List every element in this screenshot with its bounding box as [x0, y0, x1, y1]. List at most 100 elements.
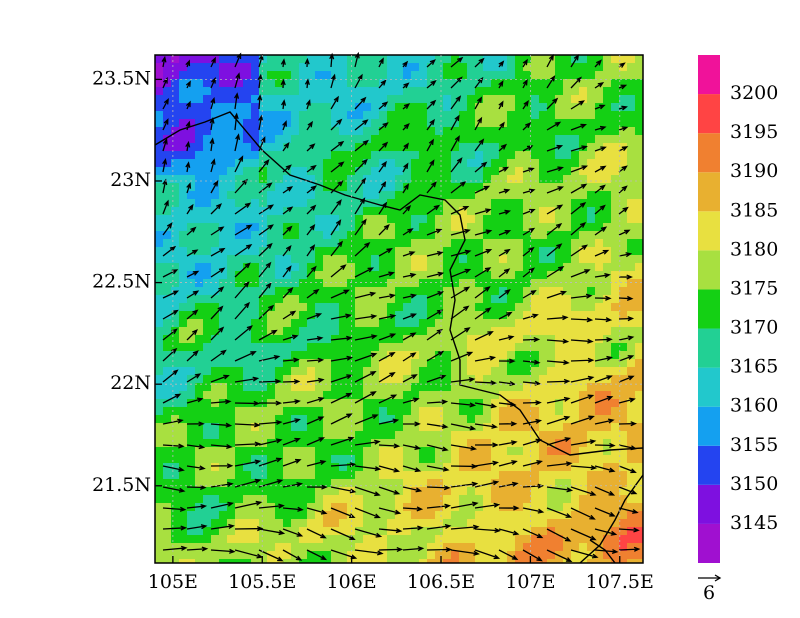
field-cell — [395, 71, 403, 79]
field-cell — [195, 519, 203, 527]
field-cell — [227, 191, 235, 199]
field-cell — [243, 263, 251, 271]
field-cell — [635, 543, 643, 551]
field-cell — [403, 199, 411, 207]
field-cell — [395, 295, 403, 303]
wind-vector — [474, 380, 497, 386]
colorbar: 3145315031553160316531703175318031853190… — [698, 55, 778, 563]
wind-vector — [162, 418, 184, 425]
field-cell — [411, 55, 419, 63]
field-cell — [435, 351, 443, 359]
x-tick-label: 107.5E — [586, 571, 654, 593]
field-cell — [251, 543, 259, 551]
wind-vector — [330, 335, 353, 341]
field-cell — [395, 55, 403, 63]
field-cell — [171, 79, 179, 87]
wind-vector — [258, 457, 283, 467]
field-cell — [211, 367, 219, 375]
field-cell — [419, 359, 427, 367]
field-cell — [523, 559, 531, 563]
field-cell — [579, 503, 587, 511]
field-cell — [387, 79, 395, 87]
field-cell — [451, 431, 459, 439]
field-cell — [155, 271, 163, 279]
field-cell — [427, 199, 435, 207]
field-cell — [475, 263, 483, 271]
field-cell — [491, 327, 499, 335]
wind-vector — [546, 549, 573, 562]
field-cell — [243, 255, 251, 263]
field-cell — [267, 535, 275, 543]
field-cell — [595, 127, 603, 135]
field-cell — [283, 455, 291, 463]
field-cell — [203, 559, 211, 563]
field-cell — [467, 255, 475, 263]
field-cell — [387, 263, 395, 271]
field-cell — [483, 135, 491, 143]
field-cell — [635, 383, 643, 391]
field-cell — [323, 263, 331, 271]
field-cell — [315, 215, 323, 223]
field-cell — [619, 487, 627, 495]
field-cell — [163, 127, 171, 135]
field-cell — [339, 191, 347, 199]
field-cell — [619, 511, 627, 519]
wind-vector — [594, 146, 607, 152]
wind-vector — [426, 159, 435, 173]
field-cell — [347, 79, 355, 87]
field-cell — [251, 455, 259, 463]
field-cell — [603, 479, 611, 487]
field-cell — [219, 447, 227, 455]
field-cell — [347, 135, 355, 143]
field-cell — [323, 367, 331, 375]
field-cell — [243, 79, 251, 87]
field-cell — [203, 135, 211, 143]
field-cell — [451, 391, 459, 399]
field-cell — [171, 263, 179, 271]
field-cell — [299, 287, 307, 295]
field-cell — [627, 303, 635, 311]
wind-vector — [209, 137, 215, 152]
field-cell — [323, 343, 331, 351]
field-cell — [171, 431, 179, 439]
field-cell — [483, 63, 491, 71]
field-cell — [395, 407, 403, 415]
field-cell — [475, 367, 483, 375]
wind-vector — [618, 229, 631, 236]
field-cell — [595, 119, 603, 127]
field-cell — [291, 63, 299, 71]
field-cell — [595, 319, 603, 327]
field-cell — [571, 383, 579, 391]
field-cell — [555, 495, 563, 503]
field-cell — [203, 103, 211, 111]
field-cell — [419, 415, 427, 423]
field-cell — [203, 95, 211, 103]
field-cell — [355, 63, 363, 71]
field-cell — [427, 111, 435, 119]
field-cell — [555, 207, 563, 215]
wind-vector — [402, 142, 410, 152]
field-cell — [507, 215, 515, 223]
field-cell — [395, 311, 403, 319]
field-cell — [339, 223, 347, 231]
field-cell — [323, 439, 331, 447]
colorbar-label: 3160 — [730, 395, 778, 417]
field-cell — [387, 399, 395, 407]
field-cell — [539, 455, 547, 463]
wind-vector — [354, 96, 367, 110]
field-cell — [267, 159, 275, 167]
field-cell — [579, 519, 587, 527]
field-cell — [203, 191, 211, 199]
field-cell — [443, 175, 451, 183]
field-cell — [179, 151, 187, 159]
field-cell — [219, 543, 227, 551]
field-cell — [291, 207, 299, 215]
field-cell — [299, 423, 307, 431]
field-cell — [467, 559, 475, 563]
field-cell — [571, 351, 579, 359]
field-cell — [427, 271, 435, 279]
field-cell — [275, 359, 283, 367]
field-cell — [595, 399, 603, 407]
field-cell — [531, 511, 539, 519]
field-cell — [507, 279, 515, 287]
